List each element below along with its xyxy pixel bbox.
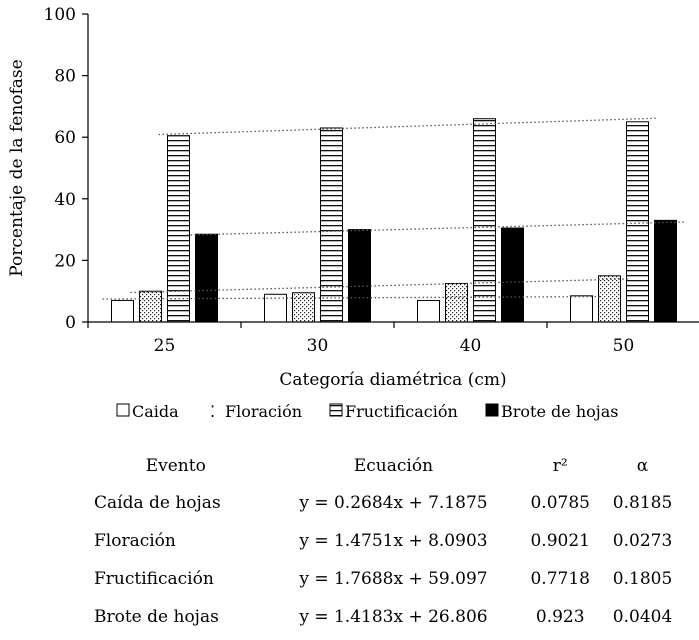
y-tick-label: 20 — [54, 251, 76, 271]
cell-r2: 0.9021 — [530, 531, 590, 551]
legend-swatch — [485, 403, 499, 417]
table-row: Fructificación y = 1.7688x + 59.097 0.77… — [80, 560, 680, 598]
bar-fructificacion — [473, 118, 496, 323]
header-r2: r² — [552, 456, 568, 476]
cell-evento: Brote de hojas — [94, 607, 219, 627]
y-tick-label: 80 — [54, 67, 76, 87]
legend-item-caida: Caida — [116, 402, 179, 421]
bar-brote-de-hojas — [501, 227, 524, 323]
y-tick-label: 60 — [54, 128, 76, 148]
y-tick-label: 40 — [54, 190, 76, 210]
legend-swatch — [116, 403, 130, 417]
header-alpha: α — [636, 456, 649, 476]
bar-caida — [570, 295, 593, 323]
bar-floracion — [292, 292, 315, 323]
legend-swatch: ⁚ — [210, 402, 215, 421]
cell-alpha: 0.0404 — [612, 607, 673, 627]
table-row: Brote de hojas y = 1.4183x + 26.806 0.92… — [80, 598, 680, 636]
table-header-row: Evento Ecuación r² α — [80, 448, 680, 484]
legend: Caida ⁚ Floración Fructificación Brote de ho… — [116, 402, 618, 421]
x-axis-ticks: 25 30 40 50 — [87, 322, 635, 356]
legend-item-fructificacion: Fructificación — [329, 402, 458, 421]
y-axis-ticks: 0 20 40 60 80 100 — [44, 5, 88, 333]
cell-evento: Floración — [94, 531, 176, 551]
cell-alpha: 0.0273 — [612, 531, 673, 551]
legend-item-brote-de-hojas: Brote de hojas — [485, 402, 618, 421]
x-tick-label: 25 — [154, 336, 176, 356]
header-evento: Evento — [145, 456, 206, 476]
x-tick-label: 40 — [460, 336, 482, 356]
bar-floracion — [598, 275, 621, 323]
y-tick-label: 0 — [65, 313, 76, 333]
header-ecuacion: Ecuación — [353, 456, 434, 476]
bar-caida — [417, 299, 440, 323]
cell-ecuacion: y = 1.7688x + 59.097 — [299, 569, 488, 589]
legend-label: Fructificación — [345, 402, 458, 421]
legend-label: Floración — [225, 402, 302, 421]
cell-evento: Caída de hojas — [94, 493, 221, 513]
x-axis-title: Categoría diamétrica (cm) — [279, 370, 506, 390]
bar-chart: Porcentaje de la fenofase 0 20 40 60 80 100 2… — [7, 5, 699, 421]
cell-alpha: 0.8185 — [612, 493, 673, 513]
legend-item-floracion: ⁚ Floración — [210, 402, 302, 421]
bar-fructificacion — [167, 135, 190, 323]
y-axis-title: Porcentaje de la fenofase — [7, 59, 27, 276]
table-row: Floración y = 1.4751x + 8.0903 0.9021 0.… — [80, 522, 680, 560]
equation-table: Evento Ecuación r² α Caída de hojas y = … — [80, 448, 680, 636]
x-tick-label: 50 — [613, 336, 635, 356]
legend-label: Brote de hojas — [501, 402, 618, 421]
trendline-fructificacion — [158, 117, 658, 136]
cell-r2: 0.0785 — [530, 493, 590, 513]
trendline-brote-de-hojas — [186, 221, 686, 236]
y-tick-label: 100 — [44, 5, 76, 25]
cell-evento: Fructificación — [94, 569, 214, 589]
bar-brote-de-hojas — [654, 219, 677, 323]
legend-label: Caida — [132, 402, 179, 421]
bar-floracion — [139, 290, 162, 323]
cell-r2: 0.923 — [535, 607, 585, 627]
cell-r2: 0.7718 — [530, 569, 590, 589]
bar-fructificacion — [626, 121, 649, 323]
table-row: Caída de hojas y = 0.2684x + 7.1875 0.07… — [80, 484, 680, 522]
bar-caida — [111, 299, 134, 323]
bar-brote-de-hojas — [348, 229, 371, 323]
cell-ecuacion: y = 0.2684x + 7.1875 — [299, 493, 488, 513]
bar-floracion — [445, 283, 468, 323]
cell-ecuacion: y = 1.4751x + 8.0903 — [299, 531, 488, 551]
cell-ecuacion: y = 1.4183x + 26.806 — [299, 607, 488, 627]
trendlines-group — [102, 117, 686, 300]
bar-fructificacion — [320, 127, 343, 323]
cell-alpha: 0.1805 — [612, 569, 673, 589]
bar-brote-de-hojas — [195, 233, 218, 323]
x-tick-label: 30 — [307, 336, 329, 356]
bars-group — [111, 118, 677, 323]
legend-swatch — [329, 403, 343, 417]
